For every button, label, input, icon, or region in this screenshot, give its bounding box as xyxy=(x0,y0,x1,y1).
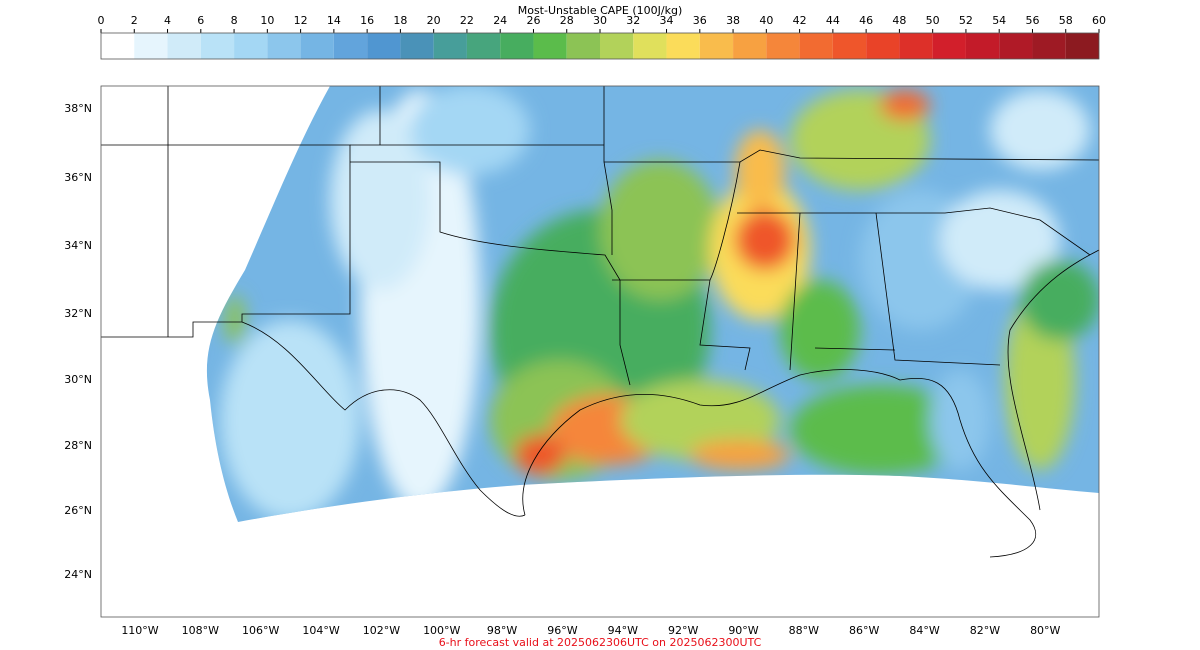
lat-label: 36°N xyxy=(64,171,92,184)
colorbar-tick-label: 54 xyxy=(992,14,1006,27)
colorbar-tick-label: 18 xyxy=(393,14,407,27)
lon-label: 92°W xyxy=(668,624,698,637)
colorbar-swatch xyxy=(566,33,600,59)
lon-label: 88°W xyxy=(789,624,819,637)
colorbar-tick-label: 32 xyxy=(626,14,640,27)
colorbar-swatch xyxy=(200,33,235,59)
borders xyxy=(101,86,1100,558)
colorbar-swatch xyxy=(999,33,1033,59)
map-frame xyxy=(100,85,1100,618)
colorbar-tick-label: 52 xyxy=(959,14,973,27)
colorbar-swatch xyxy=(965,33,1000,59)
colorbar-tick-label: 60 xyxy=(1092,14,1106,27)
lat-label: 34°N xyxy=(64,239,92,252)
lon-label: 84°W xyxy=(909,624,939,637)
colorbar-tick-label: 28 xyxy=(560,14,574,27)
colorbar-tick-label: 30 xyxy=(593,14,607,27)
lon-label: 102°W xyxy=(363,624,400,637)
colorbar-swatch xyxy=(466,33,501,59)
colorbar-tick-label: 46 xyxy=(859,14,873,27)
lat-label: 26°N xyxy=(64,504,92,517)
colorbar-tick-label: 10 xyxy=(260,14,274,27)
lon-label: 86°W xyxy=(849,624,879,637)
colorbar-swatch xyxy=(866,33,900,59)
colorbar-tick-label: 50 xyxy=(926,14,940,27)
lon-label: 80°W xyxy=(1030,624,1060,637)
colorbar-swatch xyxy=(267,33,301,59)
lon-label: 94°W xyxy=(608,624,638,637)
forecast-caption: 6-hr forecast valid at 2025062306UTC on … xyxy=(439,636,762,649)
colorbar-tick-label: 20 xyxy=(427,14,441,27)
colorbar-swatch xyxy=(799,33,833,59)
lat-label: 32°N xyxy=(64,307,92,320)
lon-label: 96°W xyxy=(547,624,577,637)
lon-label: 106°W xyxy=(242,624,279,637)
colorbar: 0 2 4 6 8 10 12 14 16 18 20 22 24 26 28 30 32 34 36 38 40 42 4… xyxy=(98,14,1106,59)
colorbar-swatch xyxy=(300,33,334,59)
colorbar-swatch xyxy=(733,33,767,59)
colorbar-swatch xyxy=(633,33,667,59)
colorbar-tick-label: 36 xyxy=(693,14,707,27)
colorbar-swatch xyxy=(932,33,966,59)
cape-field xyxy=(206,86,1099,522)
graticule-labels: 38°N 36°N 34°N 32°N 30°N 28°N 26°N 24°N 110°W 108… xyxy=(64,102,1060,637)
colorbar-tick-label: 6 xyxy=(197,14,204,27)
colorbar-tick-label: 0 xyxy=(98,14,105,27)
colorbar-tick-label: 24 xyxy=(493,14,507,27)
lat-label: 28°N xyxy=(64,439,92,452)
colorbar-tick-label: 38 xyxy=(726,14,740,27)
colorbar-tick-label: 48 xyxy=(892,14,906,27)
colorbar-tick-label: 8 xyxy=(231,14,238,27)
colorbar-swatch xyxy=(766,33,800,59)
colorbar-tick-label: 56 xyxy=(1025,14,1039,27)
colorbar-tick-label: 44 xyxy=(826,14,840,27)
colorbar-swatch xyxy=(1065,33,1099,59)
colorbar-tick-label: 26 xyxy=(526,14,540,27)
colorbar-frame xyxy=(100,32,1100,60)
colorbar-swatch xyxy=(500,33,534,59)
colorbar-swatch xyxy=(600,33,634,59)
lat-label: 30°N xyxy=(64,373,92,386)
colorbar-swatch xyxy=(433,33,467,59)
lat-label: 24°N xyxy=(64,568,92,581)
colorbar-tick-label: 58 xyxy=(1059,14,1073,27)
colorbar-swatch xyxy=(832,33,867,59)
colorbar-swatch xyxy=(167,33,201,59)
lon-label: 100°W xyxy=(423,624,460,637)
lon-label: 108°W xyxy=(182,624,219,637)
lon-label: 90°W xyxy=(728,624,758,637)
colorbar-swatch xyxy=(400,33,434,59)
colorbar-tick-label: 42 xyxy=(793,14,807,27)
colorbar-tick-label: 2 xyxy=(131,14,138,27)
lon-label: 110°W xyxy=(121,624,158,637)
colorbar-tick-label: 14 xyxy=(327,14,341,27)
colorbar-tick-label: 34 xyxy=(660,14,674,27)
lat-label: 38°N xyxy=(64,102,92,115)
lon-label: 82°W xyxy=(970,624,1000,637)
lon-label: 98°W xyxy=(487,624,517,637)
colorbar-swatch xyxy=(666,33,700,59)
colorbar-tick-label: 16 xyxy=(360,14,374,27)
colorbar-swatch xyxy=(699,33,734,59)
colorbar-tick-label: 4 xyxy=(164,14,171,27)
colorbar-swatch xyxy=(234,33,268,59)
colorbar-swatch xyxy=(899,33,933,59)
colorbar-swatch xyxy=(367,33,401,59)
colorbar-swatch xyxy=(101,33,135,59)
colorbar-title: Most-Unstable CAPE (100J/kg) xyxy=(518,4,683,17)
colorbar-swatch xyxy=(134,33,168,59)
colorbar-swatch xyxy=(333,33,368,59)
colorbar-swatch xyxy=(1032,33,1066,59)
lon-label: 104°W xyxy=(302,624,339,637)
colorbar-swatch xyxy=(533,33,567,59)
colorbar-tick-label: 40 xyxy=(759,14,773,27)
colorbar-tick-label: 22 xyxy=(460,14,474,27)
colorbar-tick-label: 12 xyxy=(294,14,308,27)
